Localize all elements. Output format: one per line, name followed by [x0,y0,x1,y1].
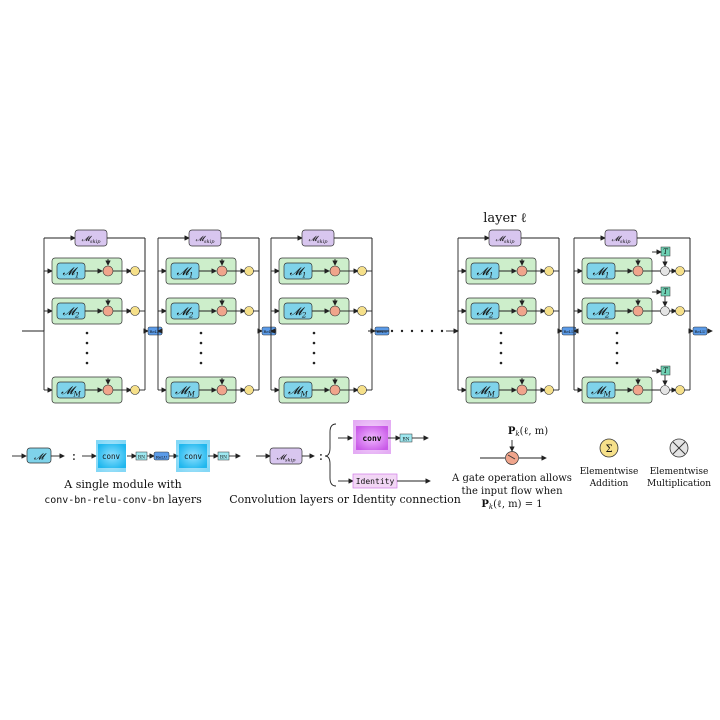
add-node [675,385,685,395]
svg-text:T: T [663,248,669,256]
conv-label-1: conv [102,452,121,461]
add-caption-1: Elementwise [580,467,639,477]
layer-blocks: 𝓜skip𝓜1𝓜2𝓜MReLU𝓜skip𝓜1𝓜2𝓜MReLU𝓜skip𝓜1𝓜2𝓜… [43,229,713,404]
add-caption-2: Addition [589,479,629,489]
add-node [357,385,367,395]
gate-node [102,265,114,277]
svg-text:𝓜skip: 𝓜skip [196,234,216,245]
module-caption-2: conv-bn-relu-conv-bn layers [44,493,202,506]
gate-node [516,265,528,277]
add-node [357,266,367,276]
add-node [130,266,140,276]
conv-label-3: conv [362,434,381,443]
relu-label: ReLU [376,329,388,334]
svg-text:𝓜skip: 𝓜skip [309,234,329,245]
identity-label: Identity [356,477,395,486]
gate-node [329,384,341,396]
add-node [130,306,140,316]
add-node [244,385,254,395]
add-node [244,266,254,276]
relu-label: ReLU [149,329,161,334]
svg-text:𝓜skip: 𝓜skip [277,453,297,464]
add-node [130,385,140,395]
legend-multiplication: Elementwise Multiplication [647,438,711,489]
mul-caption-1: Elementwise [650,467,709,477]
add-node [544,266,554,276]
bn-label-3: BN [402,437,409,443]
conv-label-2: conv [184,452,203,461]
add-node [544,385,554,395]
multiply-node [660,385,670,395]
multiply-node [660,266,670,276]
gate-node [329,265,341,277]
skip-caption: Convolution layers or Identity connectio… [229,493,461,506]
layer-title: layer ℓ [483,211,527,226]
bn-label-1: BN [138,455,145,461]
relu-label: ReLU [563,329,575,334]
mul-caption-2: Multiplication [647,479,711,489]
svg-text:Pk(ℓ, m): Pk(ℓ, m) [508,426,548,438]
gate-node [102,384,114,396]
sum-icon [599,438,619,458]
gate-node [102,305,114,317]
add-node [675,266,685,276]
gate-node [632,305,644,317]
gate-node [216,265,228,277]
svg-text:T: T [663,367,669,375]
svg-text:Σ: Σ [605,444,612,455]
gate-node [329,305,341,317]
gate-node [632,265,644,277]
gate-node [632,384,644,396]
legend-module: 𝓜 : conv BN ReLU conv BN A single module… [12,440,241,506]
add-node [357,306,367,316]
multiply-node [660,306,670,316]
legend-gate: Pk(ℓ, m) A gate operation allows the inp… [451,426,572,511]
gate-node [216,305,228,317]
svg-text::: : [319,449,323,464]
relu-label: ReLU [694,329,706,334]
svg-text::: : [72,449,76,464]
gate-node [516,305,528,317]
add-node [244,306,254,316]
add-node [544,306,554,316]
gate-node [516,384,528,396]
gate-caption-2: the input flow when [461,486,563,497]
svg-text:Pk(ℓ, m) = 1: Pk(ℓ, m) = 1 [481,499,542,511]
gate-caption-1: A gate operation allows [451,473,572,484]
add-node [675,306,685,316]
svg-text:𝓜skip: 𝓜skip [496,234,516,245]
legend-skip: 𝓜skip : conv BN Identity Convolution lay… [229,420,461,506]
bn-label-2: BN [220,455,227,461]
svg-text:T: T [663,288,669,296]
relu-label: ReLU [263,329,275,334]
ellipsis-connector [368,328,459,334]
gate-node [216,384,228,396]
svg-text:𝓜: 𝓜 [34,453,47,463]
legend-addition: Σ Elementwise Addition [580,438,639,489]
module-caption-1: A single module with [63,478,181,491]
svg-text:𝓜skip: 𝓜skip [82,234,102,245]
relu-label-legend: ReLU [156,454,168,459]
svg-text:𝓜skip: 𝓜skip [612,234,632,245]
